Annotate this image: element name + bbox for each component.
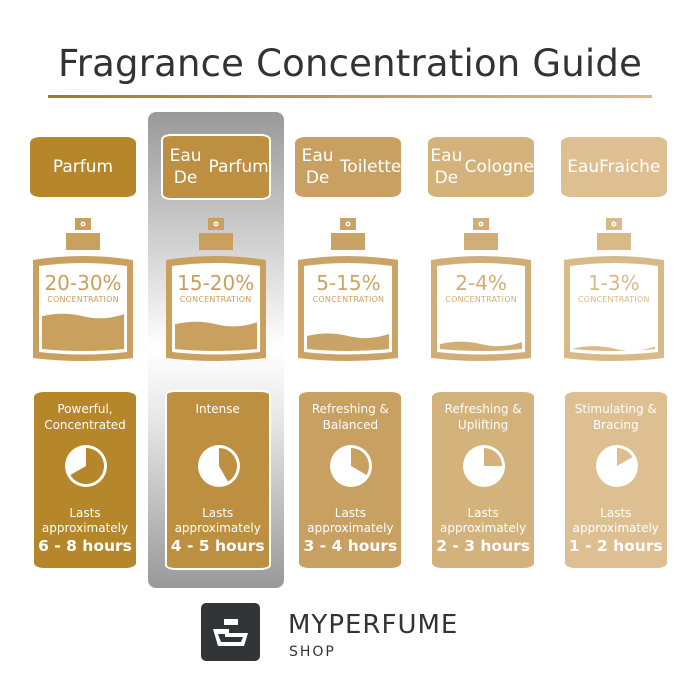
lasts-line: approximately [174,521,261,535]
duration-value: 4 - 5 hours [170,537,265,555]
concentration-value: 1-3% [587,271,640,295]
concentration-label: CONCENTRATION [445,295,517,304]
clock-pie-icon [463,445,506,487]
logo-brand: MYPERFUME [288,610,459,640]
type-name-line: Eau De [301,146,334,188]
clock-pie-icon [197,445,240,487]
concentration-label: CONCENTRATION [312,295,385,304]
type-header: Eau De Parfum [160,134,271,200]
description-line: Refreshing & [444,402,522,416]
type-header: Eau De Cologne [428,137,535,197]
lasts-label: Lasts approximately [432,506,534,536]
type-header: Eau Fraiche [560,137,667,197]
lasts-line: Lasts [334,506,367,520]
description-line: Bracing [592,418,639,432]
concentration-value: 5-15% [316,271,381,295]
clock-pie-icon [330,445,373,487]
lasts-line: approximately [572,521,659,535]
type-name-line: Eau De [169,146,202,188]
duration-wedge [484,448,503,466]
lasts-line: approximately [307,521,394,535]
clock-pie-icon [595,445,638,487]
longevity-card: Intense Lasts approximately 4 - 5 hours [164,390,271,570]
lasts-line: Lasts [467,506,499,520]
description-line: Stimulating & [574,402,657,416]
concentration-label: CONCENTRATION [578,295,650,304]
description-line: Uplifting [457,418,509,432]
fragrance-column: Eau De Toilette 5-15% CONCENTRATION Refre… [282,0,414,700]
longevity-card: Refreshing & Balanced Lasts approximately … [299,392,402,568]
lasts-label: Lasts approximately [167,506,269,536]
concentration-value: 15-20% [177,271,255,295]
description: Intense [167,401,269,417]
type-header: Parfum [30,137,136,197]
concentration-label: CONCENTRATION [179,295,252,304]
type-header: Eau De Toilette [295,137,402,197]
duration-wedge [351,448,370,475]
perfume-bottle-icon [298,218,399,361]
logo-icon [201,603,260,661]
type-name-line: Toilette [339,157,402,177]
description-line: Powerful, [57,402,113,416]
description: Refreshing & Uplifting [432,401,534,433]
duration-value: 6 - 8 hours [38,537,132,555]
lasts-line: approximately [439,521,527,535]
longevity-card: Stimulating & Bracing Lasts approximately … [564,392,667,568]
lasts-line: Lasts [600,506,632,520]
lasts-label: Lasts approximately [565,506,667,536]
perfume-bottle-icon [431,218,532,361]
description: Powerful, Concentrated [34,401,136,433]
type-name-line: Eau [567,157,600,177]
fragrance-column: Eau Fraiche 1-3% CONCENTRATION Stimulatin… [548,0,680,700]
duration-value: 1 - 2 hours [568,537,663,555]
duration-value: 3 - 4 hours [303,537,398,555]
page-title: Fragrance Concentration Guide [57,42,643,85]
description: Stimulating & Bracing [565,401,667,433]
description-line: Concentrated [44,418,126,432]
lasts-line: Lasts [202,506,234,520]
perfume-bottle-icon [33,218,133,361]
perfume-bottle-icon [165,218,266,361]
concentration-value: 2-4% [455,271,507,295]
logo-sub: SHOP [289,644,336,660]
type-name-line: Parfum [52,157,114,177]
duration-wedge [616,448,633,466]
description-line: Refreshing & [311,402,389,416]
lasts-line: Lasts [69,506,101,520]
description: Refreshing & Balanced [299,401,401,433]
type-name-line: Parfum [208,157,269,177]
lasts-line: approximately [41,521,129,535]
fragrance-column: Eau De Parfum 15-20% CONCENTRATION Intens… [150,0,282,700]
concentration-label: CONCENTRATION [47,295,119,304]
clock-pie-icon [65,445,107,487]
longevity-card: Powerful, Concentrated Lasts approximately… [34,392,136,568]
perfume-bottle-icon [563,218,664,361]
type-name-line: Cologne [464,157,535,177]
duration-wedge [70,448,104,484]
lasts-label: Lasts approximately [299,506,401,536]
type-name-line: Eau De [430,146,463,188]
duration-value: 2 - 3 hours [436,537,530,555]
longevity-card: Refreshing & Uplifting Lasts approximately… [432,392,535,568]
concentration-value: 20-30% [44,271,122,295]
lasts-label: Lasts approximately [34,506,136,536]
title-divider [48,95,652,98]
description-line: Intense [195,402,240,416]
fragrance-column: Eau De Cologne 2-4% CONCENTRATION Refresh… [415,0,547,700]
description-line: Balanced [322,418,379,432]
type-name-line: Fraiche [599,157,661,177]
fragrance-column: Parfum 20-30% CONCENTRATION Powerful, Con… [17,0,149,700]
duration-wedge [218,448,237,482]
